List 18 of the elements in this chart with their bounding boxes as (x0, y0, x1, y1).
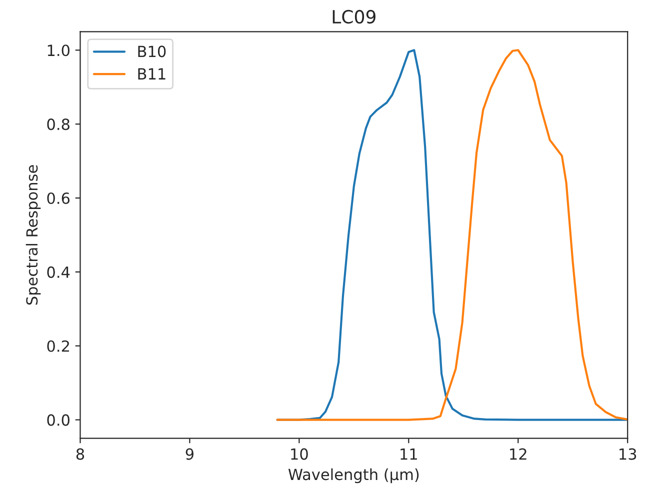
x-tick-label: 11 (400, 448, 417, 460)
line-series (276, 49, 628, 421)
y-tick-label: 0.6 (47, 192, 70, 204)
y-axis-title: Spectral Response (26, 165, 41, 305)
y-tick-label: 0.8 (47, 118, 70, 130)
y-tick-label: 1.0 (48, 44, 70, 56)
x-tick-label: 12 (510, 448, 526, 460)
x-tick-label: 10 (291, 448, 308, 460)
y-tick-label: 0.0 (47, 414, 70, 426)
x-tick-label: 13 (620, 448, 636, 460)
y-tick-label: 0.2 (47, 340, 69, 352)
x-tick-label: 9 (186, 448, 194, 460)
y-tick-label: 0.4 (47, 266, 70, 278)
x-axis-title: Wavelength (µm) (288, 468, 419, 484)
chart-title: LC09 (332, 10, 376, 24)
legend-label: B11 (138, 68, 166, 80)
legend-label: B10 (138, 46, 166, 58)
x-tick-label: 8 (76, 448, 84, 460)
